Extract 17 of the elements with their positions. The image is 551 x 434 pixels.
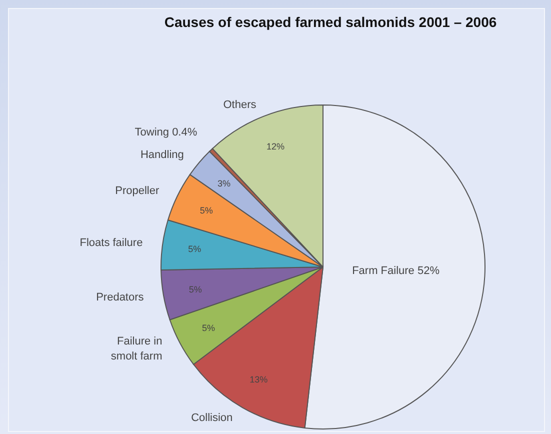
data-label: 12% — [266, 141, 284, 152]
slice-label: Handling — [140, 148, 184, 161]
data-label: 3% — [217, 178, 230, 188]
slice-label: Floats failure — [80, 237, 143, 250]
slice-label: Others — [223, 99, 257, 112]
data-label: 5% — [188, 244, 202, 254]
data-label: 5% — [200, 206, 213, 216]
data-label: 5% — [202, 322, 216, 333]
slice-label: Failure in smolt farm — [110, 336, 162, 363]
data-label: 5% — [188, 284, 202, 295]
slice-label: Propeller — [115, 185, 160, 198]
slice-label: Farm Failure 52% — [352, 265, 440, 278]
slice-label: Collision — [191, 412, 233, 424]
slice-label: Predators — [96, 291, 144, 304]
data-label: 13% — [250, 374, 268, 385]
chart-title: Causes of escaped farmed salmonids 2001 – 2006 — [163, 14, 498, 30]
slice-label: Towing 0.4% — [134, 126, 198, 138]
